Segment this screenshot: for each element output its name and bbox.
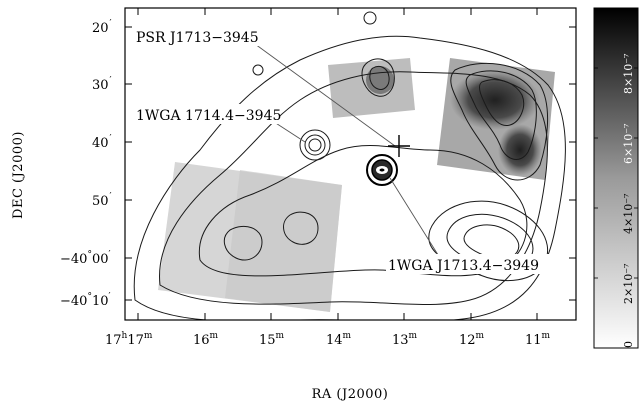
bright-region-north [366, 66, 394, 94]
xray-image-tiles [158, 58, 555, 312]
colorbar-label: 8×10⁻⁷ [622, 53, 635, 94]
label-psr-j1713: PSR J1713−3945 [136, 30, 259, 46]
plot-frame [124, 7, 577, 321]
y-axis-title: DEC (J2000) [11, 131, 26, 219]
label-1wga-1714: 1WGA 1714.4−3945 [136, 108, 281, 124]
x-tick-labels: 17h17m 16m 15m 14m 13m 12m 11m [105, 331, 551, 348]
y-tick-labels: 20′ 30′ 40′ 50′ −40°00′ −40°10′ [60, 19, 112, 309]
contour-small-ring-2 [252, 64, 264, 76]
contour-east-3 [479, 79, 525, 127]
plot-area [133, 11, 566, 320]
colorbar: 0 2×10⁻⁷ 4×10⁻⁷ 6×10⁻⁷ 8×10⁻⁷ [593, 7, 639, 349]
crosshair-icon [388, 135, 410, 157]
image-tile-west-inner [225, 170, 342, 312]
contour-source-1c [308, 138, 322, 152]
label-1wga-j1713: 1WGA J1713.4−3949 [388, 258, 539, 274]
x-tick-label: 16m [193, 331, 219, 348]
compact-source-nucleus [379, 168, 385, 172]
y-tick-label: 40′ [92, 134, 112, 151]
contour-3 [198, 145, 528, 277]
contour-north-inner [369, 65, 390, 90]
contour-west-lobe [223, 226, 263, 261]
bright-region-east [450, 70, 540, 130]
colorbar-label: 0 [622, 341, 635, 348]
colorbar-label: 4×10⁻⁷ [622, 193, 635, 234]
compact-source [366, 154, 398, 186]
frame-ticks [125, 8, 576, 320]
y-tick-label: −40°00′ [60, 250, 111, 267]
y-tick-label: −40°10′ [60, 292, 111, 309]
colorbar-label: 6×10⁻⁷ [622, 123, 635, 164]
y-tick-label: 20′ [92, 19, 112, 36]
bright-region-east-lower [498, 124, 542, 176]
x-tick-label: 15m [259, 331, 285, 348]
contour-source-1 [299, 129, 331, 161]
colorbar-ticks [594, 67, 638, 279]
contour-east-2 [465, 70, 537, 160]
x-tick-label: 17h17m [105, 331, 153, 348]
x-tick-label: 12m [459, 331, 485, 348]
y-tick-label: 30′ [92, 76, 112, 93]
contour-east-1 [450, 62, 548, 181]
colorbar-label: 2×10⁻⁷ [622, 263, 635, 304]
y-tick-label: 50′ [92, 192, 112, 209]
x-tick-label: 13m [392, 331, 418, 348]
x-tick-label: 11m [525, 331, 551, 348]
compact-source-halo [366, 154, 398, 186]
contour-small-ring [363, 11, 377, 25]
x-axis-title: RA (J2000) [312, 387, 389, 402]
contour-west-lobe-2 [283, 211, 319, 245]
x-tick-label: 14m [326, 331, 352, 348]
contour-source-1b [304, 134, 326, 156]
source-labels: PSR J1713−3945 1WGA 1714.4−3945 1WGA J17… [134, 26, 558, 274]
pointer-psr [254, 43, 396, 147]
contour-southeast-3 [463, 224, 520, 260]
pointer-1wga-j1713 [389, 177, 441, 259]
colorbar-gradient [593, 7, 639, 349]
contour-north [361, 58, 395, 97]
